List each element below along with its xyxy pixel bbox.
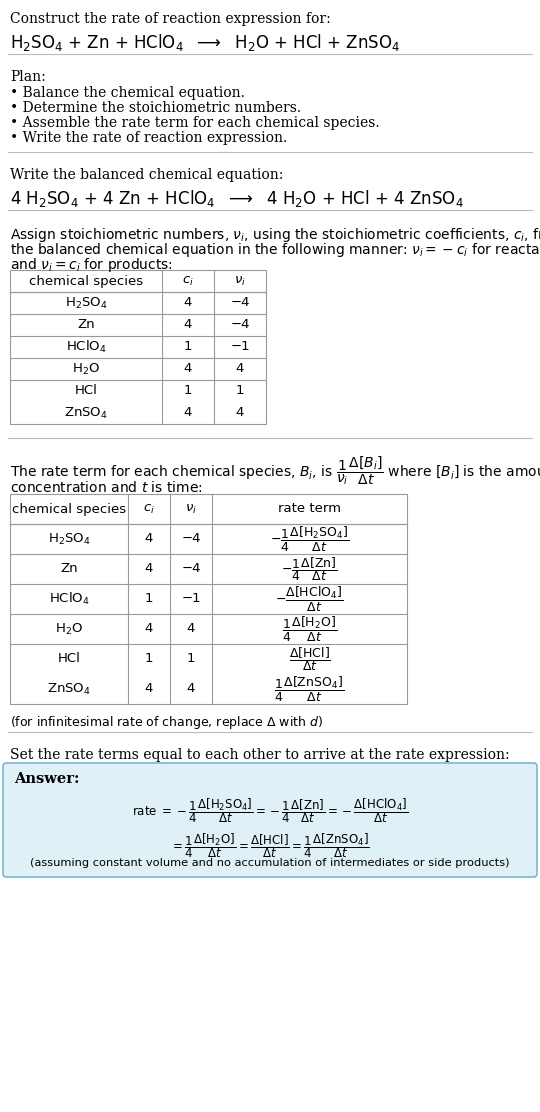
Text: Plan:: Plan:: [10, 70, 46, 85]
Text: −4: −4: [181, 563, 201, 576]
Text: $\mathrm{ZnSO_4}$: $\mathrm{ZnSO_4}$: [64, 406, 108, 420]
Text: 1: 1: [184, 385, 192, 397]
Text: Write the balanced chemical equation:: Write the balanced chemical equation:: [10, 168, 284, 182]
Text: The rate term for each chemical species, $B_i$, is $\dfrac{1}{\nu_i}\dfrac{\Delt: The rate term for each chemical species,…: [10, 454, 540, 487]
Text: 1: 1: [236, 385, 244, 397]
Text: and $\nu_i = c_i$ for products:: and $\nu_i = c_i$ for products:: [10, 256, 173, 274]
Text: 4: 4: [184, 407, 192, 419]
Text: Zn: Zn: [77, 318, 95, 331]
Text: $\nu_i$: $\nu_i$: [185, 503, 197, 516]
Text: 1: 1: [145, 593, 153, 606]
Text: −4: −4: [230, 297, 249, 309]
Text: (assuming constant volume and no accumulation of intermediates or side products): (assuming constant volume and no accumul…: [30, 858, 510, 868]
Text: −4: −4: [181, 533, 201, 546]
Text: chemical species: chemical species: [29, 275, 143, 288]
Text: Construct the rate of reaction expression for:: Construct the rate of reaction expressio…: [10, 12, 330, 26]
Text: $\nu_i$: $\nu_i$: [234, 275, 246, 288]
Text: Answer:: Answer:: [14, 772, 79, 786]
Text: $\mathrm{HClO_4}$: $\mathrm{HClO_4}$: [49, 590, 90, 607]
Text: Set the rate terms equal to each other to arrive at the rate expression:: Set the rate terms equal to each other t…: [10, 748, 510, 762]
Text: 4: 4: [145, 623, 153, 635]
Text: $\mathrm{HClO_4}$: $\mathrm{HClO_4}$: [65, 339, 106, 355]
Text: HCl: HCl: [75, 385, 97, 397]
Text: • Balance the chemical equation.: • Balance the chemical equation.: [10, 86, 245, 100]
Text: 4 $\mathrm{H_2SO_4}$ + 4 Zn + $\mathrm{HClO_4}$  $\longrightarrow$  4 $\mathrm{H: 4 $\mathrm{H_2SO_4}$ + 4 Zn + $\mathrm{H…: [10, 188, 464, 209]
Text: $\mathrm{H_2O}$: $\mathrm{H_2O}$: [55, 622, 83, 636]
Text: $c_i$: $c_i$: [182, 275, 194, 288]
Text: $\mathrm{H_2SO_4}$ + Zn + $\mathrm{HClO_4}$  $\longrightarrow$  $\mathrm{H_2O}$ : $\mathrm{H_2SO_4}$ + Zn + $\mathrm{HClO_…: [10, 32, 400, 53]
Text: $\mathrm{H_2SO_4}$: $\mathrm{H_2SO_4}$: [48, 532, 90, 547]
Text: $\mathrm{ZnSO_4}$: $\mathrm{ZnSO_4}$: [47, 682, 91, 696]
Text: chemical species: chemical species: [12, 503, 126, 516]
Text: concentration and $t$ is time:: concentration and $t$ is time:: [10, 480, 202, 495]
Text: 4: 4: [187, 683, 195, 695]
Text: $-\dfrac{1}{4}\dfrac{\Delta[\mathrm{Zn}]}{\Delta t}$: $-\dfrac{1}{4}\dfrac{\Delta[\mathrm{Zn}]…: [281, 555, 338, 583]
Text: • Determine the stoichiometric numbers.: • Determine the stoichiometric numbers.: [10, 101, 301, 115]
Text: $-\dfrac{\Delta[\mathrm{HClO_4}]}{\Delta t}$: $-\dfrac{\Delta[\mathrm{HClO_4}]}{\Delta…: [275, 585, 343, 614]
Text: 1: 1: [145, 653, 153, 665]
Text: Zn: Zn: [60, 563, 78, 576]
Text: −4: −4: [230, 318, 249, 331]
Text: 1: 1: [187, 653, 195, 665]
Text: $\mathrm{H_2O}$: $\mathrm{H_2O}$: [72, 361, 100, 377]
Text: the balanced chemical equation in the following manner: $\nu_i = -c_i$ for react: the balanced chemical equation in the fo…: [10, 241, 540, 259]
Text: • Write the rate of reaction expression.: • Write the rate of reaction expression.: [10, 131, 287, 145]
Text: HCl: HCl: [58, 653, 80, 665]
Text: 4: 4: [236, 407, 244, 419]
Text: 4: 4: [145, 533, 153, 546]
Text: 4: 4: [236, 363, 244, 376]
Text: −1: −1: [181, 593, 201, 606]
Text: $\dfrac{1}{4}\dfrac{\Delta[\mathrm{ZnSO_4}]}{\Delta t}$: $\dfrac{1}{4}\dfrac{\Delta[\mathrm{ZnSO_…: [274, 675, 345, 704]
Text: $-\dfrac{1}{4}\dfrac{\Delta[\mathrm{H_2SO_4}]}{\Delta t}$: $-\dfrac{1}{4}\dfrac{\Delta[\mathrm{H_2S…: [269, 525, 349, 554]
Text: $\dfrac{\Delta[\mathrm{HCl}]}{\Delta t}$: $\dfrac{\Delta[\mathrm{HCl}]}{\Delta t}$: [288, 645, 330, 673]
Text: $\dfrac{1}{4}\dfrac{\Delta[\mathrm{H_2O}]}{\Delta t}$: $\dfrac{1}{4}\dfrac{\Delta[\mathrm{H_2O}…: [282, 615, 337, 644]
Text: 1: 1: [184, 340, 192, 354]
Text: 4: 4: [184, 363, 192, 376]
Text: (for infinitesimal rate of change, replace $\Delta$ with $d$): (for infinitesimal rate of change, repla…: [10, 714, 323, 731]
Text: 4: 4: [184, 297, 192, 309]
Text: 4: 4: [145, 683, 153, 695]
Bar: [10, 270, 266, 424]
FancyBboxPatch shape: [3, 763, 537, 877]
Text: 4: 4: [187, 623, 195, 635]
Text: rate $= -\dfrac{1}{4}\dfrac{\Delta[\mathrm{H_2SO_4}]}{\Delta t} = -\dfrac{1}{4}\: rate $= -\dfrac{1}{4}\dfrac{\Delta[\math…: [132, 796, 408, 825]
Text: rate term: rate term: [278, 503, 341, 516]
Text: −1: −1: [230, 340, 250, 354]
Text: 4: 4: [145, 563, 153, 576]
Text: • Assemble the rate term for each chemical species.: • Assemble the rate term for each chemic…: [10, 116, 380, 130]
Text: $c_i$: $c_i$: [143, 503, 155, 516]
Bar: [10, 494, 407, 704]
Text: Assign stoichiometric numbers, $\nu_i$, using the stoichiometric coefficients, $: Assign stoichiometric numbers, $\nu_i$, …: [10, 226, 540, 244]
Text: $= \dfrac{1}{4}\dfrac{\Delta[\mathrm{H_2O}]}{\Delta t} = \dfrac{\Delta[\mathrm{H: $= \dfrac{1}{4}\dfrac{\Delta[\mathrm{H_2…: [170, 831, 370, 860]
Text: 4: 4: [184, 318, 192, 331]
Text: $\mathrm{H_2SO_4}$: $\mathrm{H_2SO_4}$: [65, 296, 107, 310]
